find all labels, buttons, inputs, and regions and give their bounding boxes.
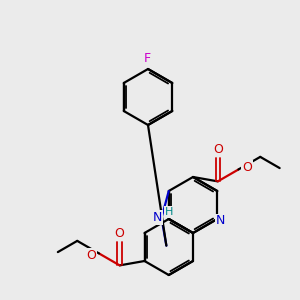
Text: N: N — [153, 211, 162, 224]
Text: O: O — [242, 161, 252, 174]
Text: O: O — [213, 143, 223, 156]
Text: O: O — [86, 249, 96, 262]
Text: F: F — [143, 52, 151, 65]
Text: H: H — [165, 207, 174, 217]
Text: O: O — [115, 227, 124, 240]
Text: N: N — [216, 214, 225, 227]
